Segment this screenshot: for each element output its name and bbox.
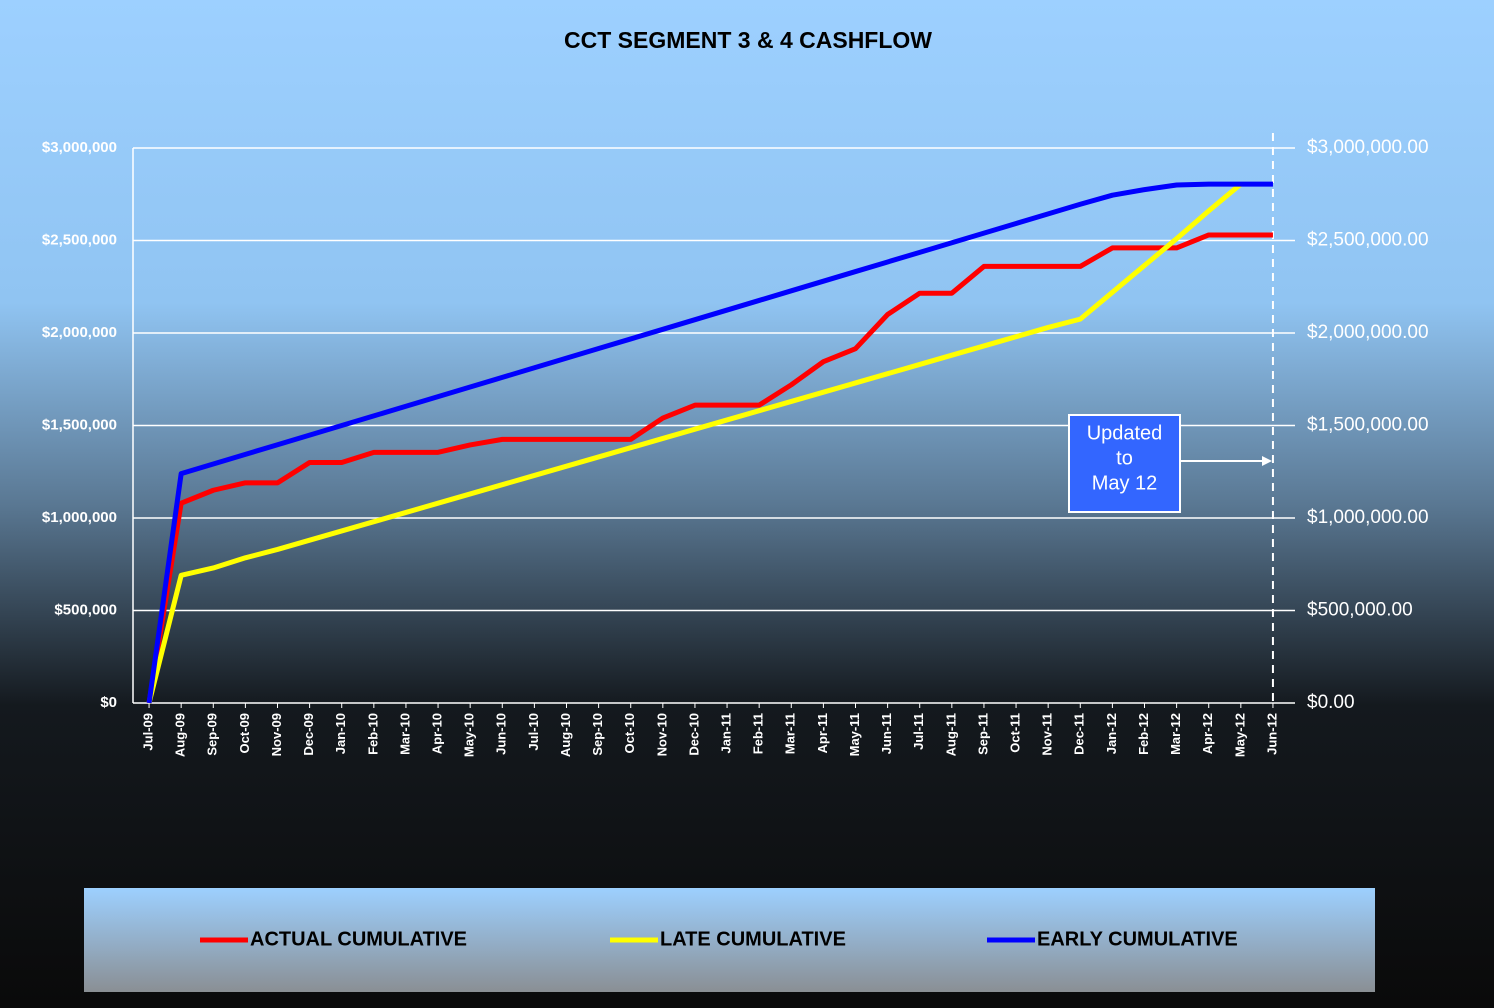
x-tick-label: Jun-11 [879, 713, 894, 754]
x-tick-label: Jul-09 [140, 713, 155, 751]
x-tick-label: Mar-12 [1168, 713, 1183, 755]
y-tick-label: $2,500,000 [42, 231, 117, 248]
annotation-box [1068, 414, 1181, 513]
x-tick-label: Aug-11 [943, 713, 958, 756]
series-line [146, 182, 1243, 704]
x-tick-label: Jun-12 [1264, 713, 1279, 755]
y2-tick-label: $2,000,000.00 [1307, 322, 1429, 343]
x-tick-label: Feb-10 [365, 713, 380, 755]
x-tick-label: Oct-10 [622, 713, 637, 753]
chart-title: CCT SEGMENT 3 & 4 CASHFLOW [564, 27, 932, 53]
y-tick-label: $2,000,000 [42, 324, 117, 341]
x-tick-label: Jan-10 [333, 713, 348, 754]
x-tick-label: Dec-11 [1072, 713, 1087, 755]
y2-tick-label: $1,500,000.00 [1307, 415, 1429, 436]
x-tick-label: Apr-12 [1200, 713, 1215, 754]
x-tick-label: Feb-12 [1136, 713, 1151, 755]
legend-label: EARLY CUMULATIVE [1037, 928, 1238, 950]
y2-tick-label: $0.00 [1307, 692, 1355, 713]
x-tick-label: Sep-11 [975, 713, 990, 755]
x-tick-label: Dec-10 [686, 713, 701, 756]
y2-tick-label: $500,000.00 [1307, 600, 1413, 621]
x-tick-label: Apr-10 [429, 713, 444, 754]
x-tick-label: Mar-11 [783, 713, 798, 754]
x-tick-label: Jun-10 [494, 713, 509, 755]
x-tick-label: Oct-11 [1007, 713, 1022, 753]
y2-tick-label: $2,500,000.00 [1307, 230, 1429, 251]
legend-label: ACTUAL CUMULATIVE [250, 928, 467, 950]
x-tick-label: Mar-10 [397, 713, 412, 755]
x-tick-label: Jan-12 [1104, 713, 1119, 754]
y-tick-label: $500,000 [54, 601, 117, 618]
legend-label: LATE CUMULATIVE [660, 928, 846, 950]
annotation-text: to [1116, 447, 1133, 469]
x-tick-label: Jul-10 [526, 713, 541, 751]
annotation-text: May 12 [1092, 472, 1158, 494]
x-tick-label: Sep-10 [590, 713, 605, 756]
x-tick-label: Sep-09 [205, 713, 220, 756]
series-line [146, 181, 1273, 704]
series-line [146, 232, 1273, 704]
y-tick-label: $1,000,000 [42, 509, 117, 526]
y-tick-label: $0 [100, 694, 117, 711]
legend-box [84, 888, 1375, 992]
x-tick-label: Feb-11 [751, 713, 766, 754]
x-tick-label: May-12 [1232, 713, 1247, 757]
x-tick-label: Apr-11 [815, 713, 830, 753]
x-tick-label: Nov-10 [654, 713, 669, 756]
x-tick-label: Oct-09 [237, 713, 252, 753]
x-tick-label: Dec-09 [301, 713, 316, 756]
annotation-arrowhead [1262, 456, 1272, 466]
x-tick-label: May-11 [847, 713, 862, 756]
x-tick-label: Aug-10 [558, 713, 573, 757]
y-tick-label: $3,000,000 [42, 139, 117, 156]
y2-tick-label: $1,000,000.00 [1307, 507, 1429, 528]
x-tick-label: Jan-11 [718, 713, 733, 753]
y2-tick-label: $3,000,000.00 [1307, 137, 1429, 158]
annotation-text: Updated [1087, 422, 1163, 444]
y-tick-label: $1,500,000 [42, 416, 117, 433]
x-tick-label: Jul-11 [911, 713, 926, 750]
x-tick-label: May-10 [462, 713, 477, 757]
x-tick-label: Nov-09 [269, 713, 284, 756]
x-tick-label: Nov-11 [1040, 713, 1055, 756]
x-tick-label: Aug-09 [173, 713, 188, 757]
